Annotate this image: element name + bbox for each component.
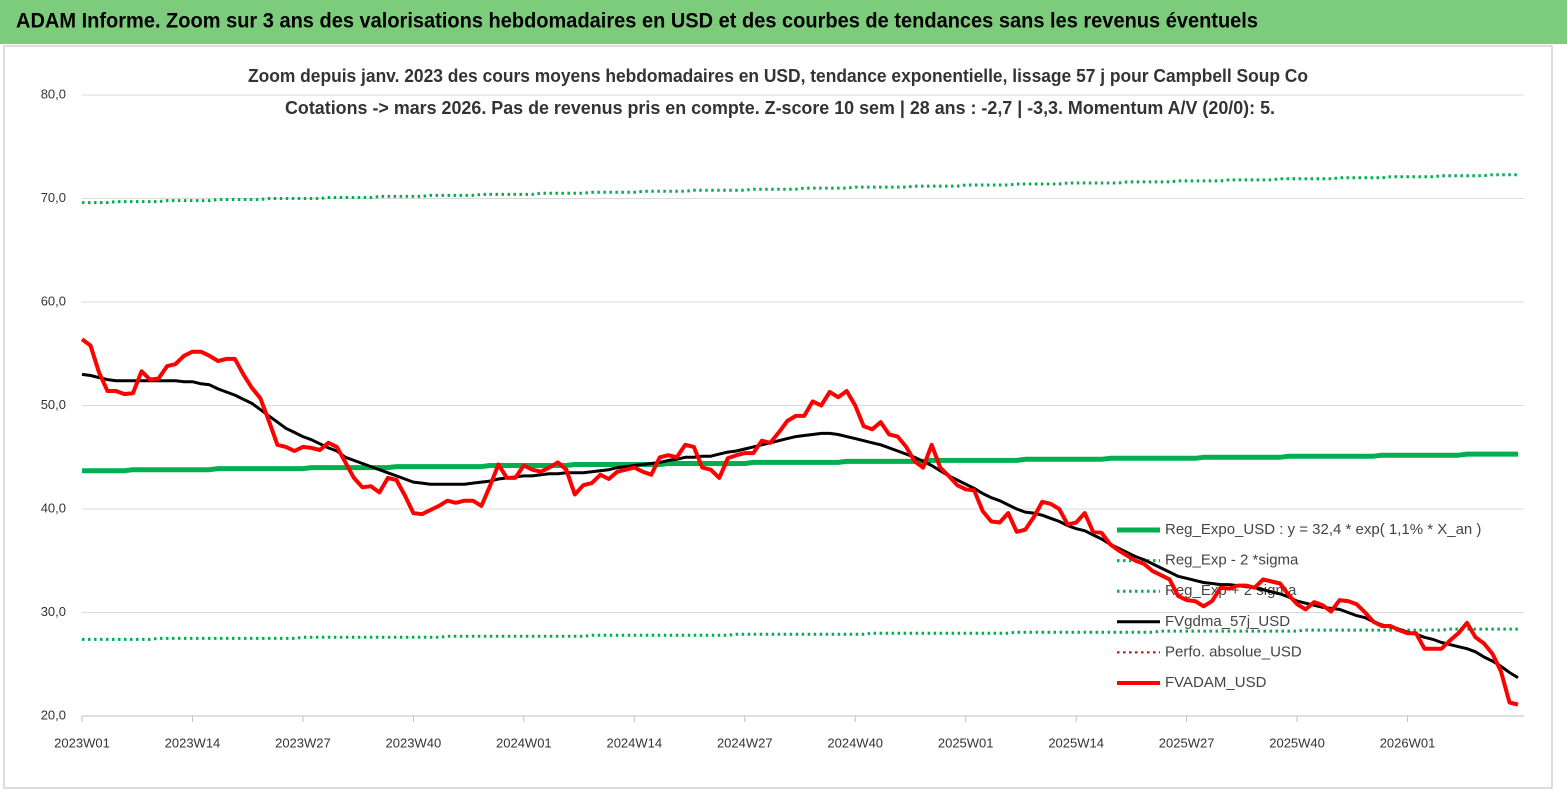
x-tick-label: 2023W27	[275, 735, 331, 750]
x-tick-label: 2026W01	[1380, 735, 1436, 750]
x-tick-label: 2025W01	[938, 735, 994, 750]
chart-frame	[3, 45, 1553, 789]
y-tick-label: 50,0	[41, 397, 66, 412]
series-line	[82, 451, 1518, 474]
y-tick-label: 80,0	[41, 86, 66, 101]
legend-label: Perfo. absolue_USD	[1165, 643, 1302, 660]
series-line	[80, 337, 1519, 707]
x-tick-label: 2024W14	[606, 735, 662, 750]
legend-label: FVADAM_USD	[1165, 674, 1267, 691]
x-tick-label: 2023W40	[386, 735, 442, 750]
legend-label: Reg_Expo_USD : y = 32,4 * exp( 1,1% * X_…	[1165, 521, 1481, 538]
legend-label: Reg_Exp - 2 *sigma	[1165, 552, 1299, 569]
chart-title: Zoom depuis janv. 2023 des cours moyens …	[248, 66, 1308, 86]
x-tick-label: 2025W40	[1269, 735, 1325, 750]
series-line	[81, 372, 1519, 679]
x-tick-label: 2025W27	[1159, 735, 1215, 750]
y-tick-label: 70,0	[41, 190, 66, 205]
chart-subtitle: Cotations -> mars 2026. Pas de revenus p…	[285, 98, 1275, 118]
y-tick-label: 30,0	[41, 604, 66, 619]
x-tick-label: 2025W14	[1048, 735, 1104, 750]
y-tick-label: 40,0	[41, 500, 66, 515]
x-tick-label: 2024W27	[717, 735, 773, 750]
legend-label: Reg_Exp + 2 sigma	[1165, 582, 1297, 599]
title-banner	[0, 0, 1567, 44]
x-tick-label: 2023W14	[165, 735, 221, 750]
legend-label: FVgdma_57j_USD	[1165, 613, 1290, 630]
x-tick-label: 2024W01	[496, 735, 552, 750]
x-tick-label: 2023W01	[54, 735, 110, 750]
y-tick-label: 60,0	[41, 293, 66, 308]
y-tick-label: 20,0	[41, 707, 66, 722]
page-title: ADAM Informe. Zoom sur 3 ans des valoris…	[16, 10, 1258, 33]
x-tick-label: 2024W40	[827, 735, 883, 750]
